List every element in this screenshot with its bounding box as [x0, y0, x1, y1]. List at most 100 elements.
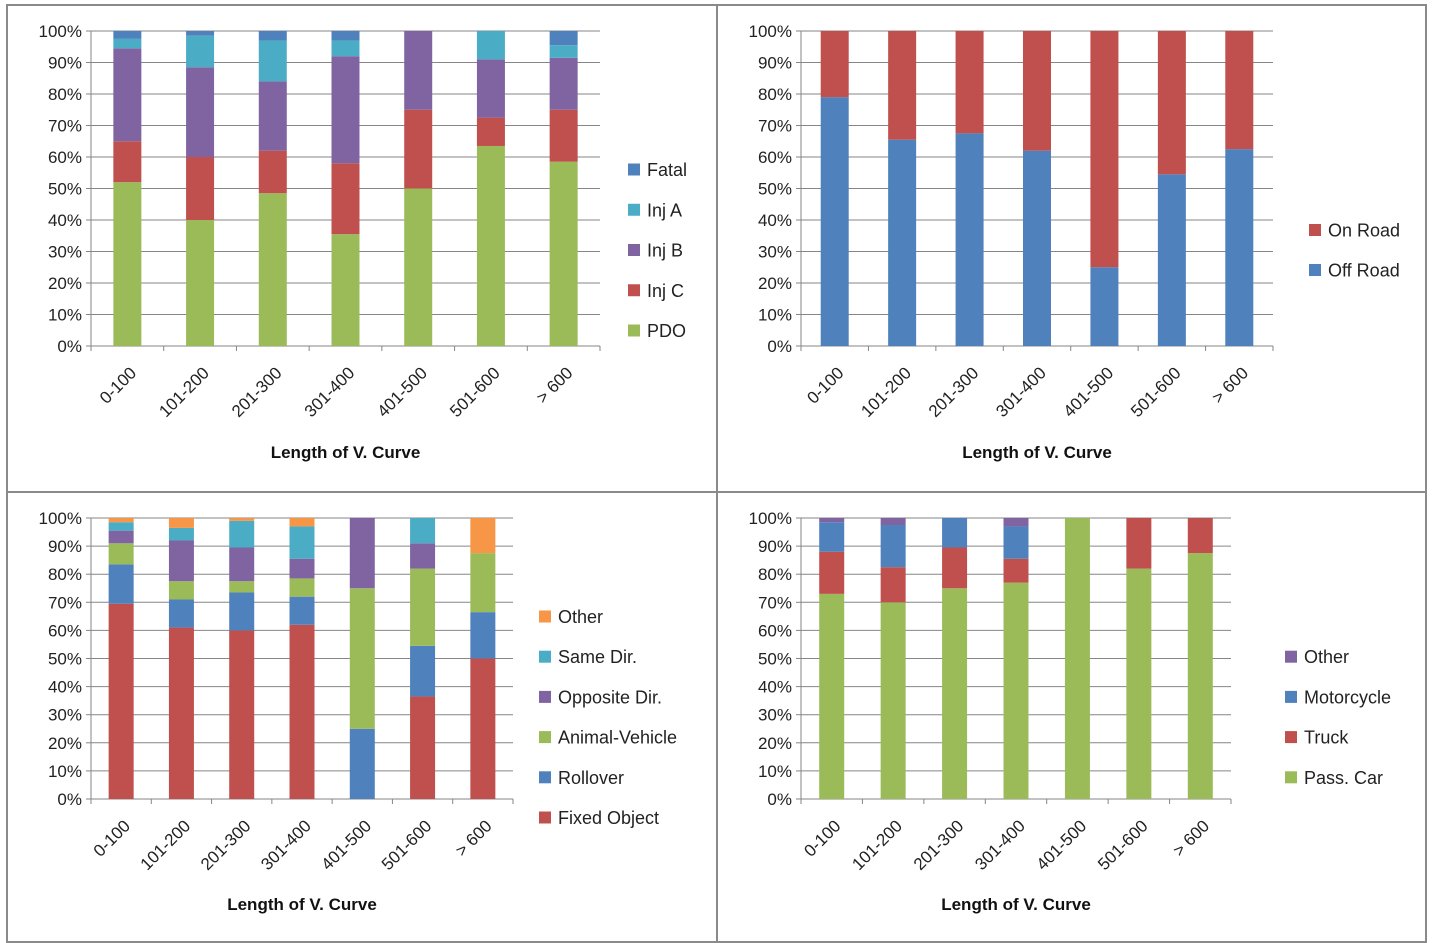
x-tick-label: 501-600 — [378, 816, 436, 874]
legend-swatch — [539, 771, 551, 784]
bar-segment-fixed-object-2 — [168, 627, 194, 799]
bar-segment-motorcycle-3 — [942, 518, 968, 548]
x-tick-label: 101-200 — [137, 816, 195, 874]
bar-segment-inj-b-7 — [549, 57, 578, 110]
legend-label: Off Road — [1328, 261, 1400, 281]
chart-crash-type: 0% 10% 20% 30% 40% 50% 60% 70% 80% 90% 100% 0-100 10… — [39, 509, 678, 914]
x-tick-label: 501-600 — [1094, 816, 1152, 874]
y-tick-label: 100% — [749, 22, 792, 41]
bar-segment-truck-6 — [1126, 518, 1152, 569]
bar-segment-opposite-dir-3 — [229, 547, 255, 582]
y-tick-label: 20% — [48, 274, 82, 293]
bar-segment-inj-c-3 — [258, 150, 287, 194]
y-tick-label: 30% — [758, 706, 792, 725]
bar-segment-same-dir-3 — [229, 520, 255, 548]
y-tick-label: 10% — [48, 306, 82, 325]
x-tick-label: 501-600 — [446, 363, 504, 421]
legend-swatch — [1285, 731, 1297, 744]
bar-segment-inj-b-3 — [258, 81, 287, 151]
bar-segment-fixed-object-6 — [410, 696, 436, 799]
legend-label: Other — [558, 607, 603, 627]
bar-segment-animal-vehicle-4 — [289, 578, 315, 597]
legend-label: Motorcycle — [1304, 687, 1391, 707]
x-tick-label: 401-500 — [1033, 816, 1091, 874]
bar-segment-inj-a-2 — [186, 35, 215, 68]
bar-segment-on-road-4 — [1023, 31, 1051, 151]
bar-segment-animal-vehicle-1 — [108, 543, 134, 565]
bar-segment-inj-a-6 — [476, 31, 505, 60]
bar-segment-truck-7 — [1187, 518, 1213, 554]
y-tick-label: 70% — [48, 593, 82, 612]
bar-segment-truck-1 — [819, 551, 845, 594]
legend-label: Animal-Vehicle — [558, 728, 677, 748]
bar-segment-pass-car-7 — [1187, 553, 1213, 799]
bar-segment-inj-b-1 — [113, 48, 142, 142]
bar-segment-motorcycle-2 — [880, 525, 906, 568]
bar-segment-pdo-1 — [113, 182, 142, 346]
bar-segment-pdo-4 — [331, 234, 360, 346]
bar-segment-pdo-3 — [258, 193, 287, 346]
bar-segment-fatal-2 — [186, 31, 215, 36]
y-tick-label: 90% — [758, 537, 792, 556]
y-tick-label: 80% — [48, 565, 82, 584]
bar-segment-other-4 — [289, 518, 315, 527]
bar-segment-animal-vehicle-2 — [168, 581, 194, 600]
y-tick-label: 30% — [758, 243, 792, 262]
x-tick-label: 301-400 — [301, 363, 359, 421]
y-tick-label: 20% — [758, 734, 792, 753]
legend-label: Pass. Car — [1304, 768, 1383, 788]
legend-label: Inj A — [647, 200, 682, 220]
bar-segment-rollover-6 — [410, 645, 436, 697]
bar-segment-off-road-5 — [1090, 267, 1119, 346]
legend-label: Other — [1304, 647, 1349, 667]
y-tick-label: 20% — [48, 734, 82, 753]
bar-segment-off-road-2 — [888, 139, 917, 346]
bar-segment-other-4 — [1003, 518, 1029, 527]
legend-swatch — [628, 324, 640, 337]
bar-segment-truck-3 — [942, 547, 968, 589]
bar-segment-other-7 — [470, 518, 496, 554]
bar-segment-inj-b-6 — [476, 59, 505, 118]
bar-segment-inj-b-2 — [186, 67, 215, 157]
legend: Other Same Dir. Opposite Dir. Animal-Vehicl… — [539, 607, 677, 828]
bar-segment-on-road-2 — [888, 31, 917, 140]
bar-segment-pdo-2 — [186, 220, 215, 346]
bar-segment-pdo-7 — [549, 161, 578, 346]
bar-segment-other-1 — [819, 518, 845, 523]
bar-segment-off-road-4 — [1023, 150, 1051, 346]
bar-segment-other-3 — [229, 518, 255, 521]
bar-segment-fatal-4 — [331, 31, 360, 41]
bar-segment-animal-vehicle-7 — [470, 553, 496, 613]
legend-swatch — [539, 731, 551, 744]
bar-segment-truck-4 — [1003, 558, 1029, 583]
x-tick-label: 201-300 — [197, 816, 255, 874]
bar-segment-same-dir-1 — [108, 522, 134, 531]
bar-segment-truck-2 — [880, 567, 906, 603]
legend-swatch — [1285, 690, 1297, 703]
bar-segment-fixed-object-3 — [229, 630, 255, 799]
y-tick-label: 80% — [758, 565, 792, 584]
bar-segment-on-road-1 — [820, 31, 849, 98]
bar-segment-pdo-6 — [476, 145, 505, 346]
x-tick-label: 501-600 — [1127, 363, 1185, 421]
y-tick-label: 80% — [48, 85, 82, 104]
y-tick-label: 60% — [48, 621, 82, 640]
x-tick-label: > 600 — [1169, 816, 1213, 860]
y-tick-label: 70% — [758, 593, 792, 612]
legend: Fatal Inj A Inj B Inj C PDO — [628, 160, 687, 341]
x-axis-title: Length of V. Curve — [962, 443, 1112, 462]
bar-segment-other-2 — [880, 518, 906, 526]
legend-label: On Road — [1328, 221, 1400, 241]
x-tick-label: 101-200 — [155, 363, 213, 421]
y-tick-label: 10% — [758, 762, 792, 781]
legend-swatch — [539, 690, 551, 703]
bar-segment-fatal-3 — [258, 31, 287, 41]
y-tick-label: 10% — [48, 762, 82, 781]
bar-segment-opposite-dir-4 — [289, 558, 315, 579]
legend-swatch — [1309, 224, 1321, 236]
chart-panel-crash-type: 0% 10% 20% 30% 40% 50% 60% 70% 80% 90% 100% 0-100 10… — [6, 491, 718, 943]
chart-vehicle-type: 0% 10% 20% 30% 40% 50% 60% 70% 80% 90% 100% 0-100 10… — [749, 509, 1392, 914]
y-tick-label: 60% — [48, 148, 82, 167]
bar-segment-same-dir-2 — [168, 527, 194, 541]
legend-label: Inj B — [647, 241, 683, 261]
